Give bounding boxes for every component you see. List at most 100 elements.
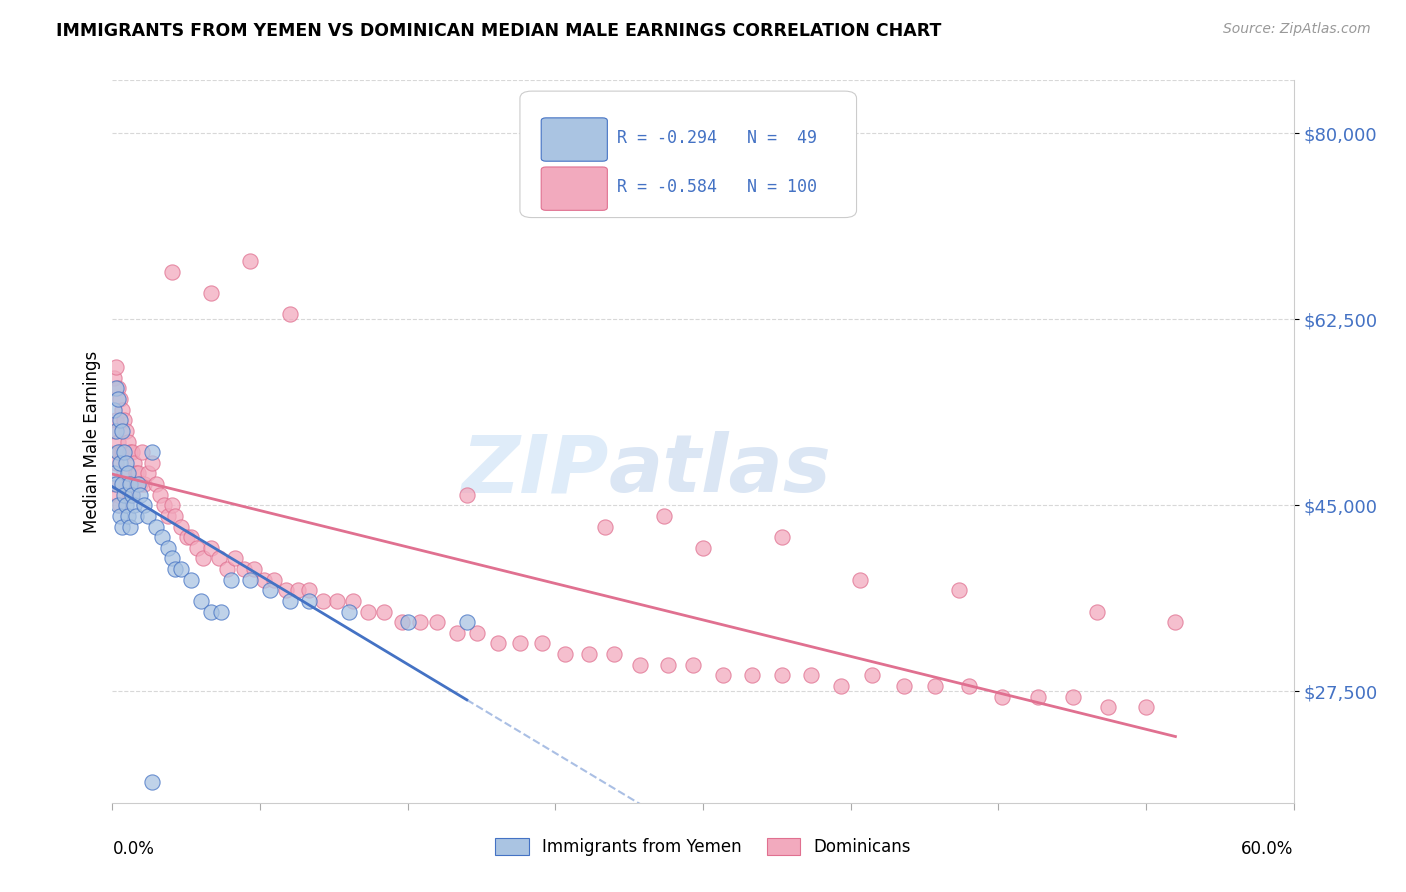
Point <box>180 530 202 544</box>
Point <box>200 605 222 619</box>
FancyBboxPatch shape <box>541 167 607 211</box>
Point <box>741 668 763 682</box>
Point <box>191 551 214 566</box>
Point <box>103 477 125 491</box>
Point <box>190 594 212 608</box>
Point <box>456 615 478 630</box>
Point <box>219 573 242 587</box>
Point <box>105 413 128 427</box>
Point <box>122 456 145 470</box>
Point <box>578 647 600 661</box>
Point <box>127 477 149 491</box>
Point <box>112 467 135 481</box>
Point <box>682 657 704 672</box>
Point <box>165 562 187 576</box>
Point <box>180 573 202 587</box>
Point <box>373 605 395 619</box>
Point <box>165 508 187 523</box>
Point <box>132 477 155 491</box>
Point <box>111 477 134 491</box>
Point <box>117 467 139 481</box>
Point <box>991 690 1014 704</box>
Point <box>145 519 167 533</box>
Point <box>711 668 734 682</box>
Point <box>111 402 134 417</box>
Point <box>110 392 132 406</box>
Text: atlas: atlas <box>609 432 831 509</box>
Point <box>554 647 576 661</box>
Point <box>112 488 135 502</box>
Point <box>337 605 360 619</box>
Point <box>924 679 946 693</box>
Point <box>103 424 125 438</box>
Point <box>132 498 155 512</box>
Point <box>160 264 183 278</box>
Point <box>215 562 238 576</box>
Point <box>107 498 129 512</box>
Point <box>110 445 132 459</box>
Point <box>486 636 509 650</box>
Point <box>120 445 142 459</box>
Point <box>1062 690 1084 704</box>
Point <box>120 477 142 491</box>
Point <box>186 541 208 555</box>
Point <box>224 551 246 566</box>
Text: ZIP: ZIP <box>461 432 609 509</box>
Point <box>176 530 198 544</box>
Point <box>1135 700 1157 714</box>
Point <box>145 477 167 491</box>
Point <box>117 508 139 523</box>
Point <box>357 605 380 619</box>
Point <box>115 456 138 470</box>
Point <box>160 551 183 566</box>
Point <box>152 498 174 512</box>
Point <box>105 381 128 395</box>
Point <box>298 594 321 608</box>
Point <box>107 434 129 449</box>
Point <box>287 583 309 598</box>
Point <box>893 679 915 693</box>
Point <box>117 477 139 491</box>
Point <box>456 488 478 502</box>
Point <box>125 467 148 481</box>
Point <box>149 488 172 502</box>
Point <box>274 583 297 598</box>
Point <box>692 541 714 555</box>
Point <box>112 413 135 427</box>
Point <box>1085 605 1108 619</box>
Point <box>120 488 142 502</box>
Point <box>107 488 129 502</box>
Point <box>110 456 132 470</box>
Point <box>628 657 651 672</box>
Point <box>141 445 163 459</box>
Point <box>156 541 179 555</box>
Point <box>150 530 173 544</box>
Point <box>239 253 262 268</box>
Point <box>107 392 129 406</box>
Point <box>117 434 139 449</box>
Point <box>530 636 553 650</box>
Point <box>136 467 159 481</box>
Point <box>326 594 349 608</box>
Point <box>129 477 152 491</box>
Legend: Immigrants from Yemen, Dominicans: Immigrants from Yemen, Dominicans <box>489 831 917 863</box>
Point <box>105 424 128 438</box>
Point <box>129 488 152 502</box>
Text: R = -0.294   N =  49: R = -0.294 N = 49 <box>617 129 817 147</box>
Point <box>593 519 616 533</box>
Point <box>770 530 793 544</box>
Point <box>127 467 149 481</box>
Point <box>122 498 145 512</box>
Point <box>253 573 276 587</box>
Point <box>259 583 281 598</box>
Point <box>170 562 193 576</box>
Point <box>446 625 468 640</box>
Point <box>426 615 449 630</box>
Point <box>120 519 142 533</box>
FancyBboxPatch shape <box>520 91 856 218</box>
Point <box>657 657 679 672</box>
Point <box>243 562 266 576</box>
Point <box>111 519 134 533</box>
Point <box>200 285 222 300</box>
Point <box>208 551 231 566</box>
